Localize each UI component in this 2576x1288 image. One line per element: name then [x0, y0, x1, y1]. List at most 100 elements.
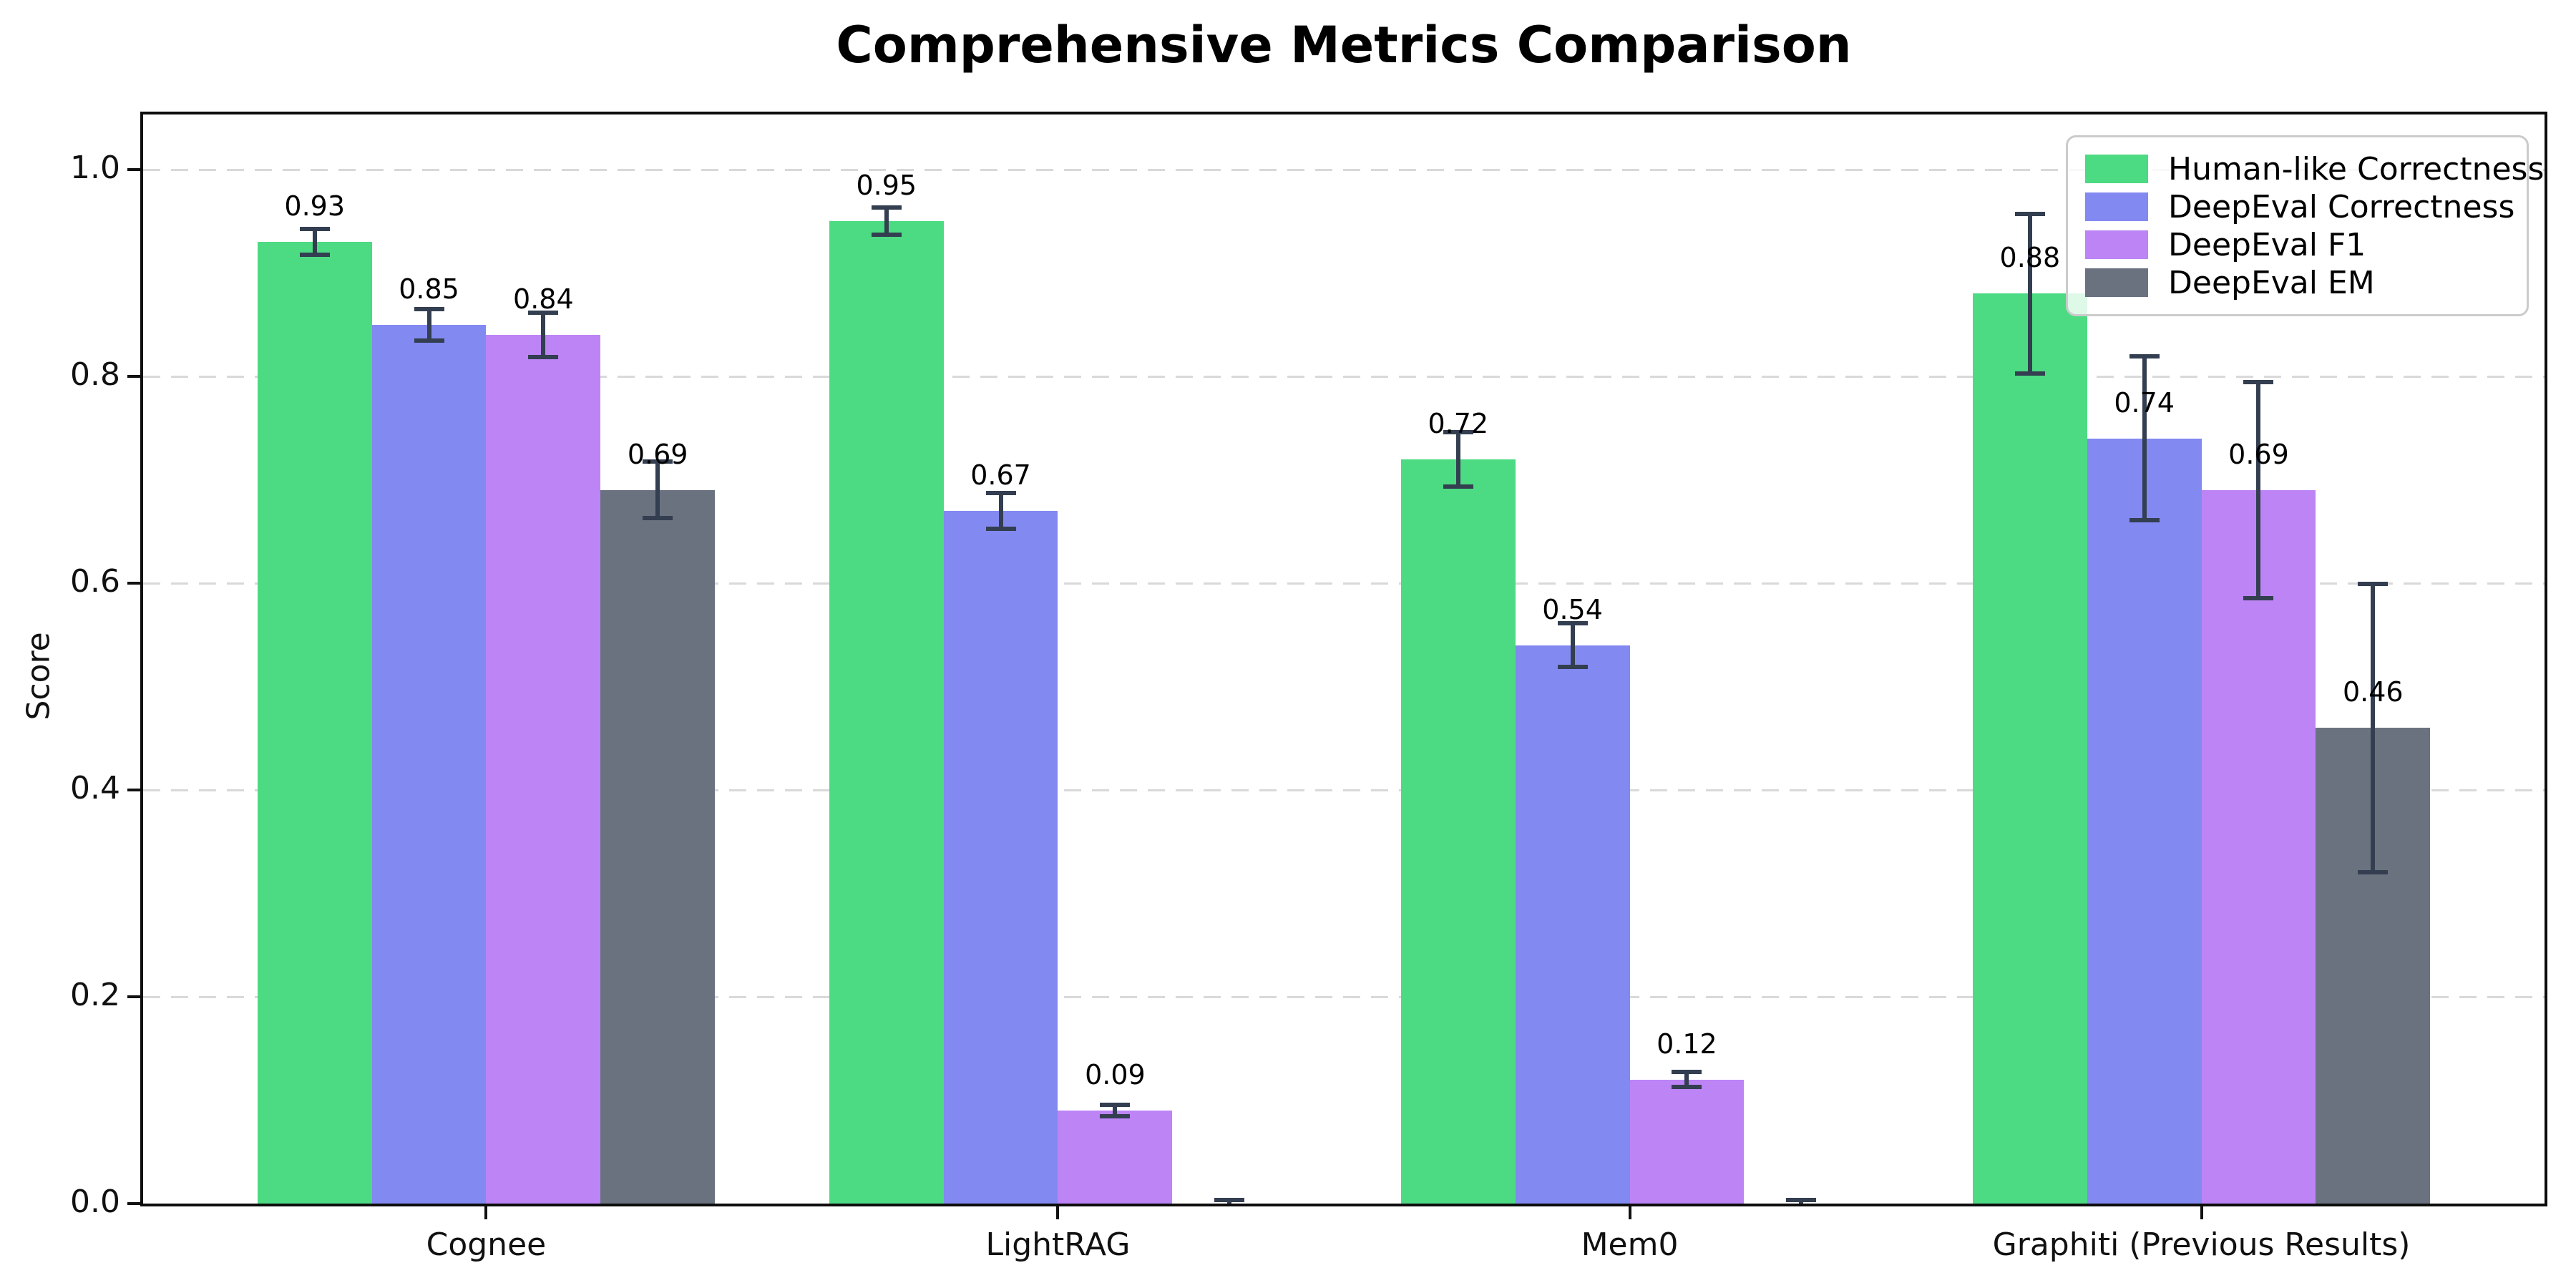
error-bar-cap	[2014, 371, 2045, 376]
error-bar-cap	[299, 252, 330, 257]
y-tick	[127, 375, 140, 378]
bar-value-label: 0.95	[856, 170, 917, 202]
legend-item: DeepEval Correctness	[2085, 189, 2514, 225]
legend: Human-like Correctness DeepEval Correctne…	[2066, 135, 2544, 316]
bar-value-label: 0.74	[2114, 386, 2175, 419]
error-bar-line	[655, 461, 660, 519]
bar-value-label: 0.93	[284, 190, 345, 223]
legend-item: DeepEval EM	[2085, 264, 2509, 301]
error-bar-cap	[871, 205, 902, 210]
error-bar-cap	[2358, 869, 2389, 874]
error-bar-cap	[414, 306, 444, 311]
bar-value-label: 0.85	[399, 273, 459, 305]
bar	[2201, 489, 2316, 1204]
error-bar-line	[426, 308, 431, 341]
error-bar-line	[541, 312, 546, 358]
error-bar-cap	[2129, 518, 2160, 523]
x-tick	[1628, 1206, 1631, 1219]
x-tick-label: LightRAG	[985, 1226, 1131, 1263]
error-bar-cap	[528, 311, 559, 316]
error-bar-cap	[643, 516, 673, 521]
error-bar-line	[1684, 1071, 1689, 1088]
x-tick	[1056, 1206, 1060, 1219]
error-bar-cap	[1100, 1113, 1131, 1118]
y-tick	[127, 789, 140, 791]
error-bar-line	[2142, 356, 2147, 522]
bar-value-label: 0.12	[1657, 1028, 1717, 1060]
y-tick-label: 0.4	[70, 770, 120, 806]
gridline	[143, 995, 2545, 998]
error-bar-cap	[1557, 665, 1588, 670]
gridline	[143, 582, 2545, 585]
error-bar-cap	[643, 459, 673, 464]
error-bar-cap	[985, 526, 1016, 531]
x-tick-label: Cognee	[426, 1226, 547, 1263]
y-tick-label: 0.2	[70, 977, 120, 1013]
bar-value-label: 0.46	[2342, 676, 2404, 708]
x-tick-label: Mem0	[1581, 1226, 1679, 1263]
legend-swatch	[2085, 192, 2148, 221]
legend-swatch	[2085, 155, 2148, 183]
bar-value-label: 0.88	[1999, 242, 2061, 274]
error-bar-cap	[2243, 380, 2274, 385]
legend-swatch	[2085, 230, 2148, 259]
y-tick	[127, 1202, 140, 1205]
y-tick	[127, 168, 140, 171]
error-bar-line	[884, 207, 889, 236]
y-tick	[127, 995, 140, 998]
error-bar-cap	[2243, 595, 2274, 600]
bar	[1972, 293, 2087, 1204]
bar-value-label: 0.09	[1085, 1058, 1146, 1091]
legend-item: Human-like Correctness	[2085, 151, 2544, 187]
error-bar-line	[312, 228, 317, 255]
error-bar-line	[2027, 213, 2032, 375]
y-tick-label: 1.0	[70, 150, 120, 186]
legend-label: DeepEval F1	[2168, 226, 2366, 263]
y-tick	[127, 582, 140, 585]
gridline	[143, 375, 2545, 378]
error-bar-line	[2371, 583, 2376, 873]
y-tick-label: 0.6	[70, 563, 120, 600]
y-tick-label: 0.0	[70, 1184, 120, 1220]
bar	[829, 221, 944, 1204]
legend-label: DeepEval Correctness	[2168, 188, 2515, 225]
bar-value-label: 0.69	[627, 438, 688, 470]
legend-swatch	[2085, 268, 2148, 297]
error-bar-cap	[1443, 429, 1473, 434]
bar-value-label: 0.54	[1542, 593, 1603, 625]
x-tick-label: Graphiti (Previous Results)	[1992, 1226, 2411, 1263]
error-bar-cap	[1443, 484, 1473, 489]
gridline	[143, 789, 2545, 791]
error-bar-cap	[2358, 582, 2389, 586]
error-bar-cap	[1214, 1198, 1245, 1203]
bar	[1629, 1079, 1745, 1204]
error-bar-cap	[1557, 620, 1588, 625]
bar	[2087, 438, 2202, 1204]
x-tick	[2200, 1206, 2203, 1219]
x-tick	[484, 1206, 488, 1219]
error-bar-cap	[2014, 211, 2045, 216]
legend-label: Human-like Correctness	[2168, 150, 2545, 187]
error-bar-cap	[985, 490, 1016, 495]
error-bar-cap	[414, 338, 444, 343]
error-bar-cap	[528, 354, 559, 359]
bar-value-label: 0.72	[1428, 407, 1489, 439]
legend-item: DeepEval F1	[2085, 226, 2509, 263]
error-bar-line	[1455, 431, 1460, 487]
error-bar-line	[1113, 1104, 1118, 1117]
bar-value-label: 0.69	[2228, 438, 2289, 470]
legend-label: DeepEval EM	[2168, 264, 2375, 301]
error-bar-cap	[299, 227, 330, 232]
error-bar-cap	[1672, 1070, 1702, 1075]
bar	[1058, 1110, 1173, 1204]
chart-title: Comprehensive Metrics Comparison	[836, 16, 1852, 74]
y-tick-label: 0.8	[70, 356, 120, 393]
error-bar-cap	[2129, 354, 2160, 359]
gridline	[143, 168, 2545, 171]
bar	[600, 489, 716, 1204]
error-bar-cap	[871, 233, 902, 238]
bar	[943, 510, 1058, 1204]
error-bar-cap	[1786, 1198, 1817, 1203]
error-bar-line	[998, 492, 1003, 530]
